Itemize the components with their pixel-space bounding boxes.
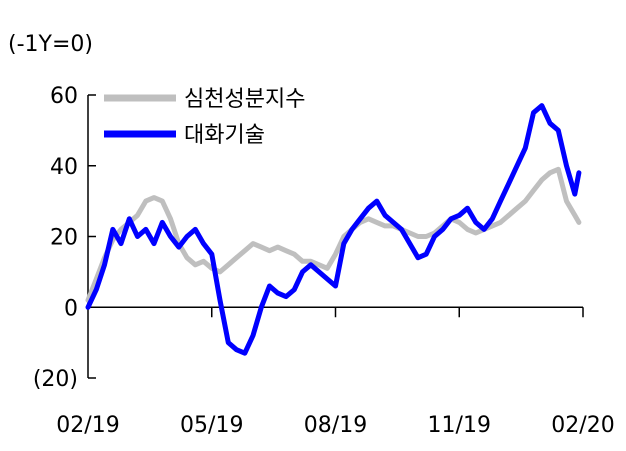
y-tick-label: 60 (50, 84, 78, 109)
legend-label: 심천성분지수 (184, 87, 305, 112)
legend-label: 대화기술 (184, 123, 265, 148)
x-tick-label: 08/19 (304, 413, 367, 438)
series-line-2 (85, 103, 582, 356)
series-lines (85, 103, 582, 356)
unit-label: (-1Y=0) (8, 32, 93, 57)
y-tick-label: 0 (64, 296, 78, 321)
x-tick-label: 11/19 (428, 413, 491, 438)
y-tick-label: 20 (50, 226, 78, 251)
y-tick-label: (20) (33, 367, 78, 392)
axes: 60 40 20 0 (20) 02/19 05/19 08/19 11/19 02/20 (33, 84, 615, 438)
x-tick-label: 05/19 (180, 413, 243, 438)
series-line-1 (85, 166, 582, 303)
x-tick-label: 02/19 (56, 413, 119, 438)
x-tick-label: 02/20 (551, 413, 614, 438)
y-tick-label: 40 (50, 155, 78, 180)
